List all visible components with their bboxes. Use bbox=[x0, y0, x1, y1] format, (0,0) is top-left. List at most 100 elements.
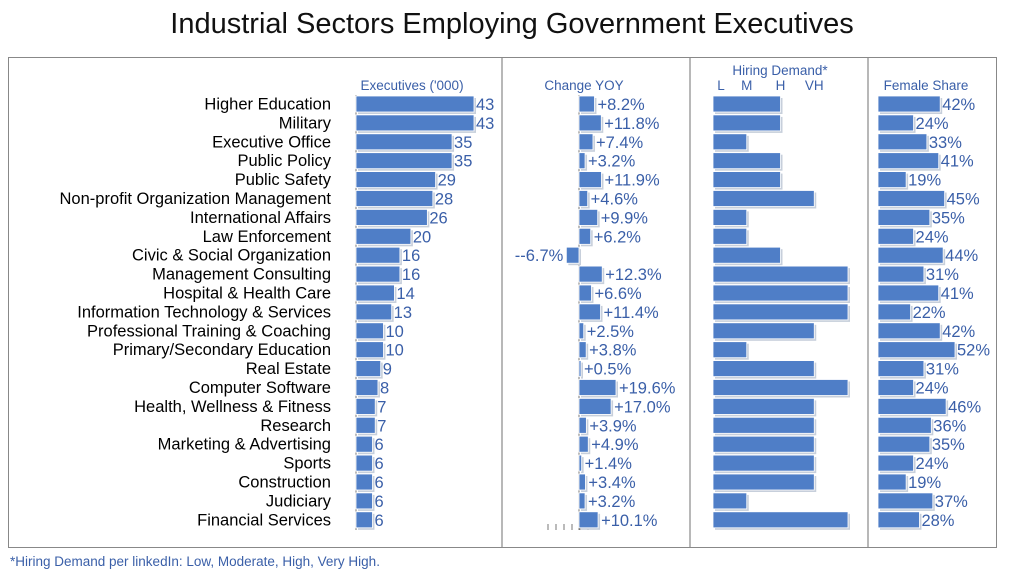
change-yoy-bar bbox=[578, 265, 603, 283]
change-yoy-bar bbox=[578, 379, 617, 396]
female-share-bar bbox=[877, 454, 914, 472]
change-yoy-bar bbox=[578, 114, 602, 132]
female-share-value-label: 19% bbox=[908, 172, 941, 190]
executives-bar bbox=[355, 265, 401, 283]
change-yoy-value-label: +11.9% bbox=[604, 172, 660, 190]
executives-bar bbox=[355, 246, 401, 264]
executives-bar bbox=[355, 473, 373, 491]
hiring-demand-bar bbox=[712, 473, 815, 491]
change-yoy-value-label: +4.6% bbox=[591, 191, 639, 209]
hiring-demand-bar bbox=[712, 435, 815, 453]
executives-value-label: 9 bbox=[383, 361, 392, 379]
executives-bar bbox=[355, 95, 475, 113]
female-share-bar bbox=[877, 95, 941, 113]
change-yoy-value-label: +3.9% bbox=[589, 417, 637, 435]
hiring-demand-bar bbox=[712, 246, 781, 264]
change-yoy-bar-shadow bbox=[581, 457, 584, 474]
category-label: Real Estate bbox=[246, 360, 331, 378]
female-share-bar bbox=[877, 284, 940, 302]
executives-value-label: 35 bbox=[454, 153, 472, 171]
female-share-bar bbox=[877, 265, 925, 283]
hiring-demand-bar bbox=[712, 341, 748, 359]
female-share-value-label: 46% bbox=[948, 398, 981, 416]
category-label: Judiciary bbox=[266, 492, 332, 510]
executives-value-label: 16 bbox=[402, 247, 420, 265]
executives-value-label: 20 bbox=[413, 228, 431, 246]
female-share-value-label: 31% bbox=[926, 266, 959, 284]
hiring-demand-bar bbox=[712, 284, 849, 302]
category-label: Marketing & Advertising bbox=[158, 436, 331, 454]
executives-value-label: 6 bbox=[374, 474, 383, 492]
change-yoy-bar bbox=[578, 454, 583, 472]
category-label: Sports bbox=[283, 455, 331, 473]
category-label: International Affairs bbox=[190, 209, 331, 227]
hiring-level-m: M bbox=[741, 78, 752, 93]
executives-value-label: 26 bbox=[429, 209, 447, 227]
executives-bar bbox=[355, 114, 475, 132]
executives-bar bbox=[355, 152, 453, 170]
hiring-demand-bar bbox=[712, 171, 781, 189]
female-share-bar bbox=[877, 246, 944, 264]
female-share-bar bbox=[877, 208, 931, 226]
female-share-bar bbox=[877, 114, 914, 132]
hiring-demand-bar bbox=[712, 265, 849, 283]
change-yoy-value-label: +4.9% bbox=[591, 436, 639, 454]
chart-footnote: *Hiring Demand per linkedIn: Low, Modera… bbox=[10, 554, 380, 569]
change-yoy-value-label: +3.2% bbox=[588, 153, 636, 171]
change-yoy-bar bbox=[578, 416, 587, 434]
female-share-value-label: 37% bbox=[935, 493, 968, 511]
category-label: Executive Office bbox=[212, 133, 331, 151]
category-label: Primary/Secondary Education bbox=[113, 341, 331, 359]
change-yoy-value-label: +6.2% bbox=[594, 228, 642, 246]
change-yoy-value-label: --6.7% bbox=[515, 247, 564, 265]
change-yoy-value-label: +3.8% bbox=[589, 342, 637, 360]
hiring-demand-bar bbox=[712, 492, 748, 510]
hiring-demand-bar bbox=[712, 208, 748, 226]
female-share-value-label: 42% bbox=[942, 323, 975, 341]
category-label: Research bbox=[260, 417, 331, 435]
executives-value-label: 6 bbox=[374, 493, 383, 511]
executives-value-label: 10 bbox=[385, 342, 403, 360]
female-share-value-label: 31% bbox=[926, 361, 959, 379]
change-yoy-value-label: +10.1% bbox=[601, 512, 658, 530]
female-share-bar bbox=[877, 303, 911, 321]
female-share-value-label: 35% bbox=[932, 436, 965, 454]
female-share-value-label: 22% bbox=[913, 304, 946, 322]
executives-value-label: 35 bbox=[454, 134, 472, 152]
hiring-demand-bar bbox=[712, 454, 815, 472]
hiring-demand-bar bbox=[712, 190, 815, 207]
executives-bar bbox=[355, 171, 436, 189]
female-share-bar bbox=[877, 360, 925, 378]
executives-bar bbox=[355, 341, 384, 359]
female-share-bar bbox=[877, 397, 947, 415]
female-share-value-label: 41% bbox=[941, 153, 974, 171]
female-share-value-label: 41% bbox=[941, 285, 974, 303]
header-female-share: Female Share bbox=[884, 78, 969, 93]
hiring-demand-bar bbox=[712, 133, 748, 151]
female-share-value-label: 28% bbox=[921, 512, 954, 530]
executives-bar bbox=[355, 208, 428, 226]
category-label: Non-profit Organization Management bbox=[60, 190, 332, 208]
category-label: Health, Wellness & Fitness bbox=[134, 398, 331, 416]
executives-value-label: 7 bbox=[377, 417, 386, 435]
category-label: Financial Services bbox=[197, 511, 331, 529]
hiring-demand-bar bbox=[712, 511, 849, 529]
chart-title: Industrial Sectors Employing Government … bbox=[170, 8, 854, 40]
category-label: Construction bbox=[238, 474, 331, 492]
executives-bar bbox=[355, 360, 382, 378]
executives-bar bbox=[355, 303, 393, 321]
category-label: Professional Training & Coaching bbox=[87, 322, 331, 340]
category-label: Civic & Social Organization bbox=[132, 247, 331, 265]
category-label: Public Policy bbox=[237, 152, 331, 170]
female-share-value-label: 35% bbox=[932, 209, 965, 227]
change-yoy-value-label: +12.3% bbox=[605, 266, 662, 284]
female-share-value-label: 44% bbox=[945, 247, 978, 265]
female-share-bar bbox=[877, 227, 914, 245]
hiring-demand-bar bbox=[712, 360, 815, 378]
category-label: Information Technology & Services bbox=[77, 303, 331, 321]
change-yoy-bar bbox=[578, 133, 594, 151]
hiring-demand-bar bbox=[712, 227, 748, 245]
header-executives: Executives ('000) bbox=[360, 78, 463, 93]
change-yoy-bar bbox=[578, 492, 586, 510]
